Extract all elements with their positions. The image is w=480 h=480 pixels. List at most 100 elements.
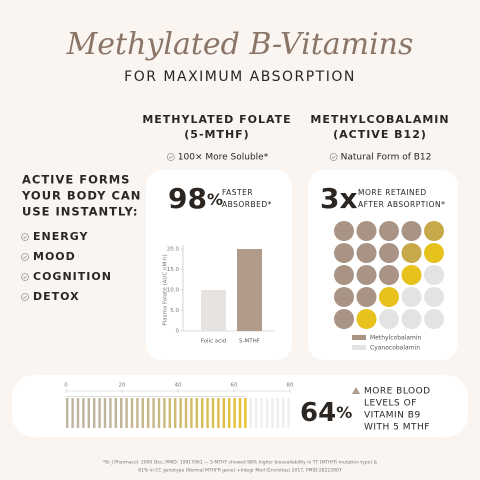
dot xyxy=(334,309,354,329)
stripe xyxy=(141,398,144,428)
check-icon xyxy=(23,255,27,259)
stripe xyxy=(260,398,263,428)
dot xyxy=(424,287,444,307)
stripe xyxy=(190,398,193,428)
stripe xyxy=(66,398,69,428)
stripe xyxy=(71,398,74,428)
check-icon xyxy=(329,153,338,161)
check-icon xyxy=(168,155,173,159)
x-tick-label: 80 xyxy=(287,383,294,389)
stripe xyxy=(206,398,209,428)
bar xyxy=(201,290,226,331)
check-icon xyxy=(23,235,27,239)
big-number: 3x xyxy=(320,182,358,215)
x-tick-label: Folic acid xyxy=(201,339,227,345)
stripe xyxy=(163,398,166,428)
legend-swatch xyxy=(352,335,366,340)
dot xyxy=(401,287,422,307)
dot xyxy=(424,243,444,263)
stripe xyxy=(195,398,198,428)
check-icon xyxy=(21,233,29,241)
legend-swatch xyxy=(352,345,366,350)
check-icon xyxy=(23,295,27,299)
stripe xyxy=(222,398,225,428)
label: DETOX xyxy=(33,290,80,303)
x-tick-label: 40 xyxy=(175,383,182,389)
dot xyxy=(424,221,444,241)
check-icon xyxy=(331,155,336,159)
dot xyxy=(334,243,354,263)
bar xyxy=(237,249,262,331)
label: MORE RETAINED xyxy=(358,188,427,197)
stripe xyxy=(82,398,85,428)
stripe xyxy=(130,398,134,428)
stripe xyxy=(255,398,258,428)
dot xyxy=(379,309,399,329)
label: ABSORBED* xyxy=(222,200,272,209)
subtitle: FOR MAXIMUM ABSORPTION xyxy=(124,69,356,85)
check-icon xyxy=(166,153,175,161)
check-icon xyxy=(23,275,27,279)
dot xyxy=(356,309,377,329)
dot xyxy=(356,265,377,285)
unit: % xyxy=(207,190,223,209)
label: Natural Form of B12 xyxy=(341,153,432,163)
label: ENERGY xyxy=(33,230,88,243)
dot xyxy=(401,309,422,329)
check-icon xyxy=(21,253,29,261)
big-number: 64% xyxy=(300,398,352,428)
y-tick-label: 20.0 xyxy=(167,247,180,253)
stripe xyxy=(125,398,128,428)
y-tick-label: 15.0 xyxy=(167,267,180,273)
dot xyxy=(334,287,354,307)
stripe xyxy=(228,398,231,428)
unit: % xyxy=(336,403,352,422)
stripe xyxy=(233,398,236,428)
x-tick-label: 5-MTHF xyxy=(239,339,260,345)
dot xyxy=(401,243,422,263)
label: COGNITION xyxy=(33,270,112,283)
gauge-value xyxy=(66,396,246,397)
stripe xyxy=(157,398,161,428)
dot xyxy=(356,221,377,241)
stripe xyxy=(276,398,279,428)
dot xyxy=(334,221,354,241)
title: Methylated B-Vitamins xyxy=(66,27,414,62)
stripe xyxy=(136,398,139,428)
dot xyxy=(424,309,444,329)
label: METHYLATED FOLATE xyxy=(142,113,291,126)
label: Cyanocobalamin xyxy=(370,345,420,352)
stripe xyxy=(217,398,220,428)
stripe xyxy=(120,398,123,428)
label: MOOD xyxy=(33,250,76,263)
stripe xyxy=(147,398,150,428)
dot xyxy=(379,243,399,263)
label: ACTIVE FORMS xyxy=(22,173,130,187)
stripe xyxy=(265,398,269,428)
dot xyxy=(379,287,399,307)
dot xyxy=(356,287,377,307)
stripe xyxy=(98,398,101,428)
stripe xyxy=(93,398,96,428)
stripe xyxy=(114,398,117,428)
stripe xyxy=(244,398,247,428)
big-number: 98% xyxy=(168,182,223,215)
label: LEVELS OF xyxy=(364,399,417,409)
x-tick-label: 20 xyxy=(119,383,126,389)
label: AFTER ABSORPTION* xyxy=(358,200,445,209)
number: 98 xyxy=(168,182,207,215)
dot xyxy=(356,243,377,263)
y-tick-label: 10.0 xyxy=(167,288,180,294)
label: Methylcobalamin xyxy=(370,335,422,342)
label: USE INSTANTLY: xyxy=(22,205,138,219)
stripe xyxy=(201,398,204,428)
stripe xyxy=(271,398,274,428)
check-icon xyxy=(21,293,29,301)
x-tick-label: 0 xyxy=(64,383,68,389)
stripe xyxy=(76,398,80,428)
label: VITAMIN B9 xyxy=(364,411,421,421)
y-tick-label: 0 xyxy=(176,329,180,335)
y-axis-label: Plasma Folate (AUC nM·h) xyxy=(163,254,169,325)
stripe xyxy=(103,398,107,428)
